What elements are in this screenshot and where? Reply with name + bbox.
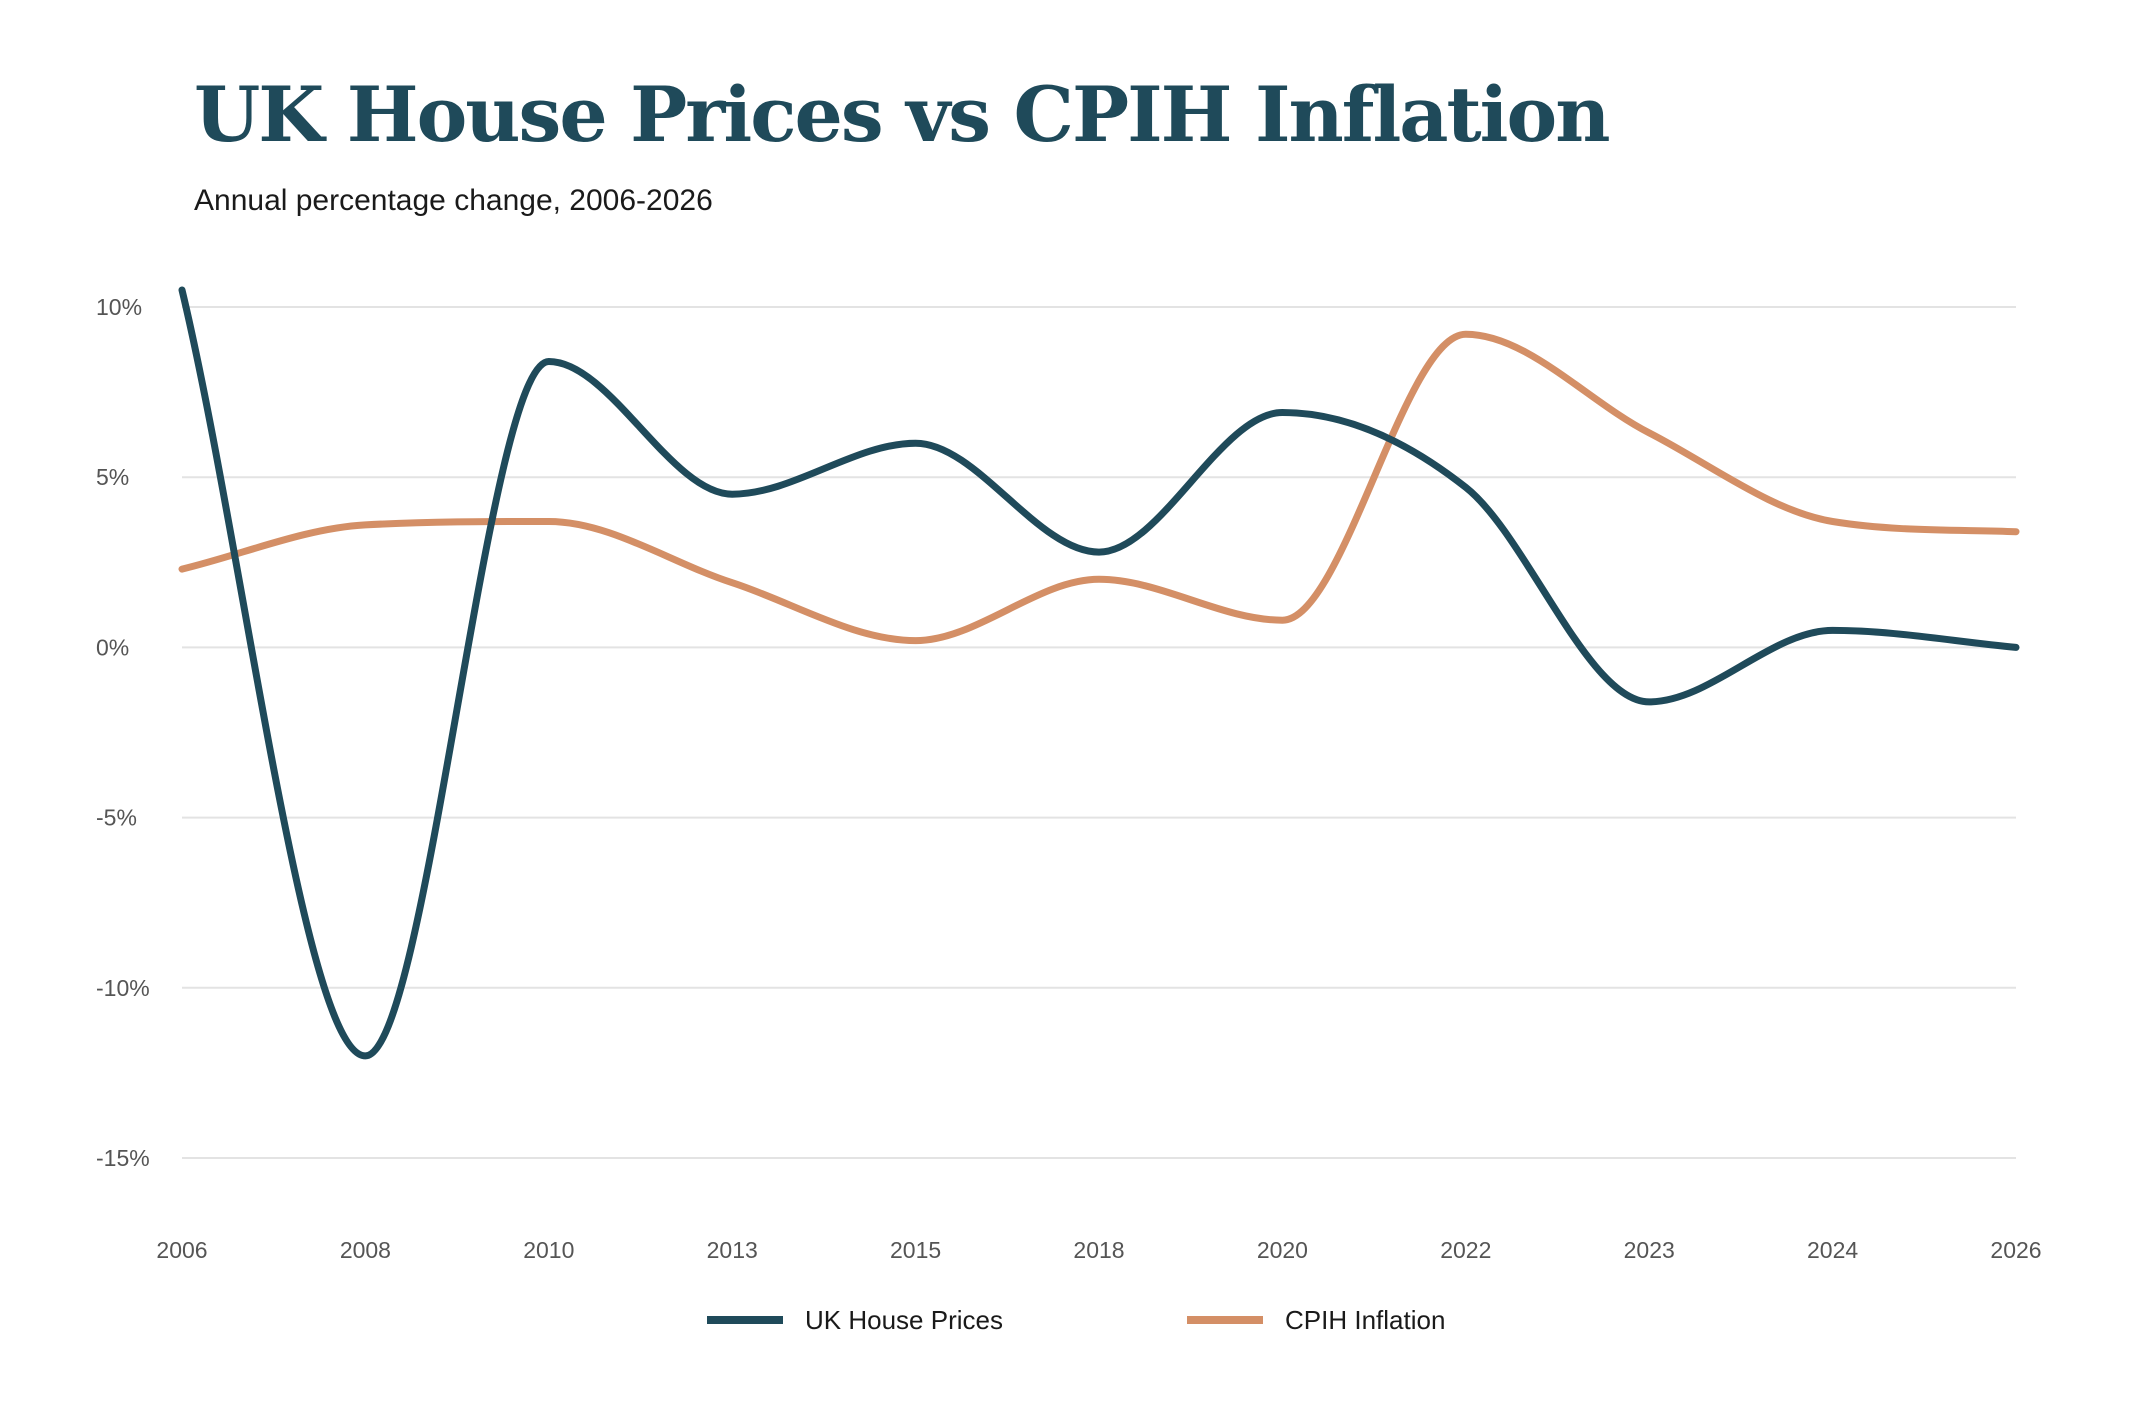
x-tick-label: 2024 bbox=[1807, 1237, 1858, 1263]
gridlines bbox=[182, 306, 2016, 1159]
x-tick-label: 2020 bbox=[1257, 1237, 1308, 1263]
legend: UK House Prices CPIH Inflation bbox=[707, 1305, 1445, 1335]
y-tick-label: -10% bbox=[96, 975, 150, 1001]
y-tick-label: 0% bbox=[96, 634, 129, 660]
series-line-uk-house-prices bbox=[178, 286, 2020, 1060]
legend-item-uk-house-prices: UK House Prices bbox=[707, 1305, 1003, 1335]
y-tick-label: -15% bbox=[96, 1145, 150, 1171]
x-tick-label: 2013 bbox=[707, 1237, 758, 1263]
series-line-cpih-inflation bbox=[178, 330, 2020, 645]
x-tick-label: 2008 bbox=[340, 1237, 391, 1263]
x-tick-label: 2022 bbox=[1440, 1237, 1491, 1263]
x-axis-ticks: 2006 2008 2010 2013 2015 2018 2020 2022 2023 2024… bbox=[156, 1237, 2041, 1263]
legend-label: UK House Prices bbox=[805, 1305, 1003, 1335]
x-tick-label: 2010 bbox=[523, 1237, 574, 1263]
chart-subtitle: Annual percentage change, 2006-2026 bbox=[194, 184, 713, 217]
legend-label: CPIH Inflation bbox=[1285, 1305, 1445, 1335]
x-tick-label: 2006 bbox=[156, 1237, 207, 1263]
y-axis-ticks: 10% 5% 0% -5% -10% -15% bbox=[96, 294, 150, 1171]
x-tick-label: 2023 bbox=[1624, 1237, 1675, 1263]
y-tick-label: -5% bbox=[96, 805, 137, 831]
series-lines bbox=[178, 286, 2020, 1060]
x-tick-label: 2026 bbox=[1990, 1237, 2041, 1263]
legend-item-cpih-inflation: CPIH Inflation bbox=[1187, 1305, 1445, 1335]
x-tick-label: 2018 bbox=[1073, 1237, 1124, 1263]
chart-title: UK House Prices vs CPIH Inflation bbox=[194, 70, 1610, 159]
y-tick-label: 10% bbox=[96, 294, 142, 320]
y-tick-label: 5% bbox=[96, 464, 129, 490]
x-tick-label: 2015 bbox=[890, 1237, 941, 1263]
